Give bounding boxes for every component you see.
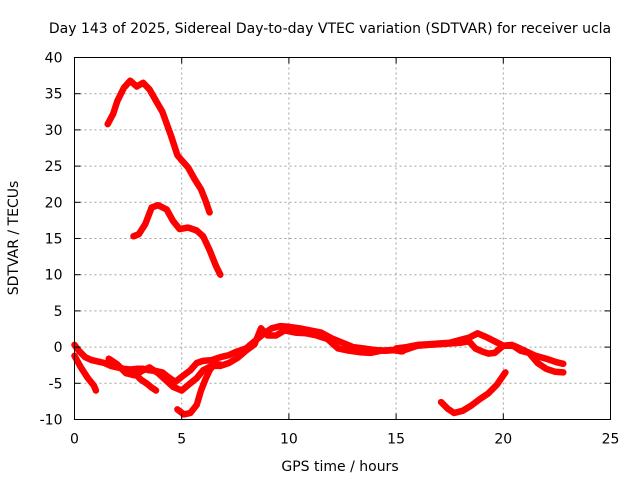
series-arc-h [437,369,509,417]
x-tick-label: 15 [387,432,405,448]
y-tick-label: 30 [45,123,63,139]
x-tick-label: 0 [70,432,79,448]
series-arc-e [174,361,224,418]
series-arc-d [131,369,160,394]
y-tick-label: 20 [45,195,63,211]
y-tick-label: 25 [45,159,63,175]
x-tick-label: 10 [280,432,298,448]
y-tick-label: 10 [45,268,63,284]
y-tick-label: 5 [54,304,63,320]
chart-title: Day 143 of 2025, Sidereal Day-to-day VTE… [49,21,611,37]
series-arc-mid [130,201,224,278]
y-tick-label: -10 [40,413,63,429]
series-arc-c [71,352,100,394]
axis-ticks: -10 -5 0 5 10 15 20 25 30 35 40 0 5 10 15 20 25 [40,51,620,448]
y-tick-label: 35 [45,87,63,103]
grid-lines [74,57,611,420]
series-arc-b [105,325,406,394]
x-tick-label: 20 [494,432,512,448]
y-tick-label: -5 [49,376,63,392]
x-axis-label: GPS time / hours [281,459,398,475]
x-tick-label: 5 [177,432,186,448]
y-axis-label: SDTVAR / TECUs [6,181,22,296]
series-arc-high [104,77,213,216]
y-tick-label: 0 [54,340,63,356]
y-tick-label: 15 [45,232,63,248]
series-arc-g [397,338,567,376]
x-tick-label: 25 [602,432,620,448]
data-series [71,77,567,418]
y-tick-label: 40 [45,51,63,67]
